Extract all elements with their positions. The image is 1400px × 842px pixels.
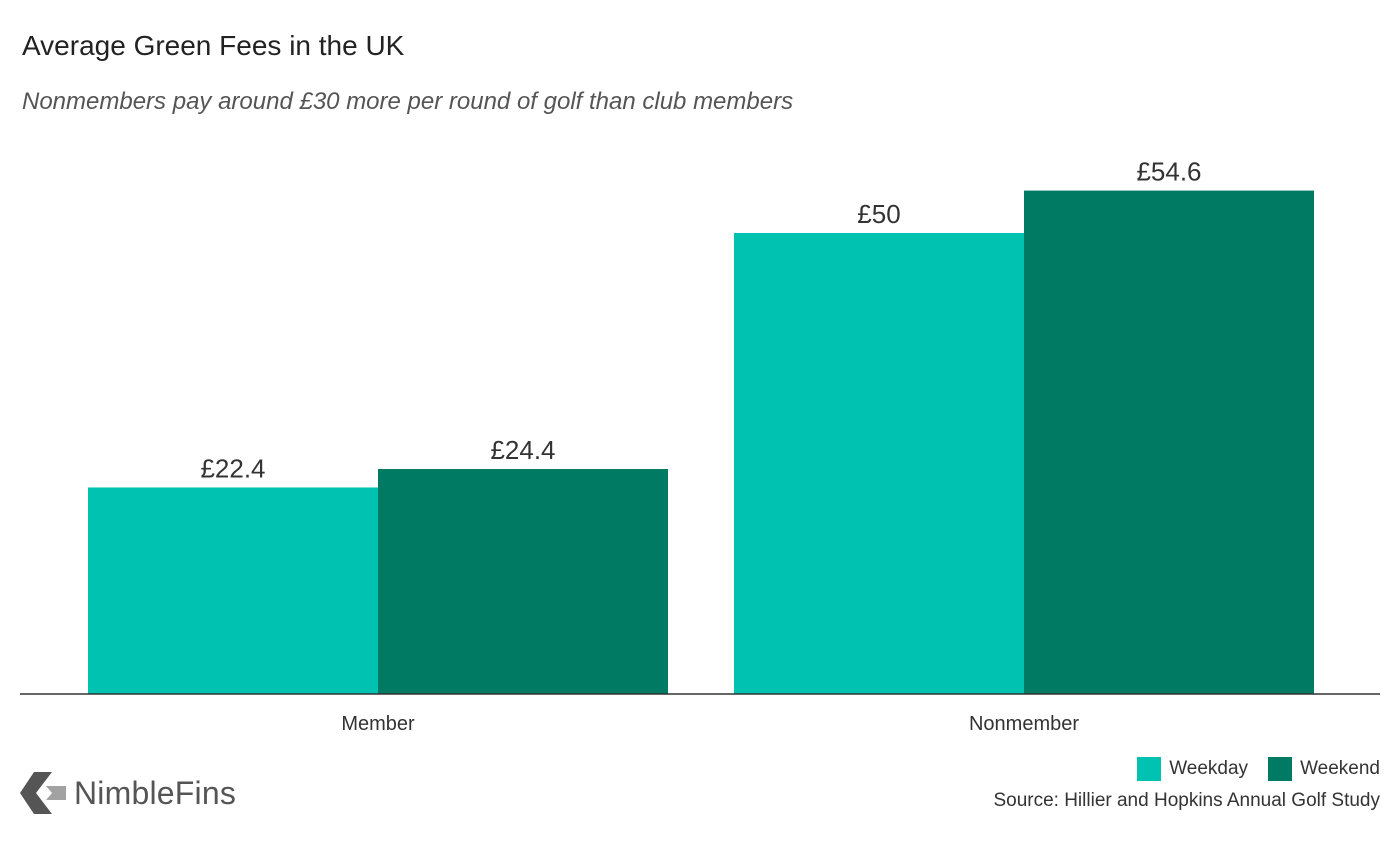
bar-member-weekday: [88, 487, 378, 694]
data-label-member-weekday: £22.4: [200, 453, 265, 483]
logo-text: NimbleFins: [74, 774, 237, 811]
chart-title: Average Green Fees in the UK: [22, 30, 405, 61]
legend-item-weekday: Weekday: [1137, 757, 1248, 781]
nimblefins-chevron-icon: [20, 772, 66, 814]
chart-subtitle: Nonmembers pay around £30 more per round…: [22, 88, 794, 115]
brand-logo: NimbleFins: [20, 772, 236, 814]
legend-swatch-weekend: [1268, 757, 1293, 781]
legend-label-weekday: Weekday: [1169, 758, 1249, 779]
legend-item-weekend: Weekend: [1268, 757, 1380, 781]
bar-nonmember-weekend: [1024, 190, 1314, 694]
legend-swatch-weekday: [1137, 757, 1162, 781]
data-label-nonmember-weekend: £54.6: [1136, 157, 1201, 187]
data-label-nonmember-weekday: £50: [857, 199, 900, 229]
x-tick-label-member: Member: [341, 713, 415, 735]
bar-nonmember-weekday: [734, 232, 1024, 695]
source-note: Source: Hillier and Hopkins Annual Golf …: [993, 790, 1380, 811]
x-tick-label-nonmember: Nonmember: [969, 713, 1079, 735]
legend-label-weekend: Weekend: [1300, 758, 1380, 779]
chart-legend: Weekday Weekend: [1117, 757, 1380, 781]
data-label-member-weekend: £24.4: [490, 435, 555, 465]
bar-member-weekend: [378, 469, 668, 694]
